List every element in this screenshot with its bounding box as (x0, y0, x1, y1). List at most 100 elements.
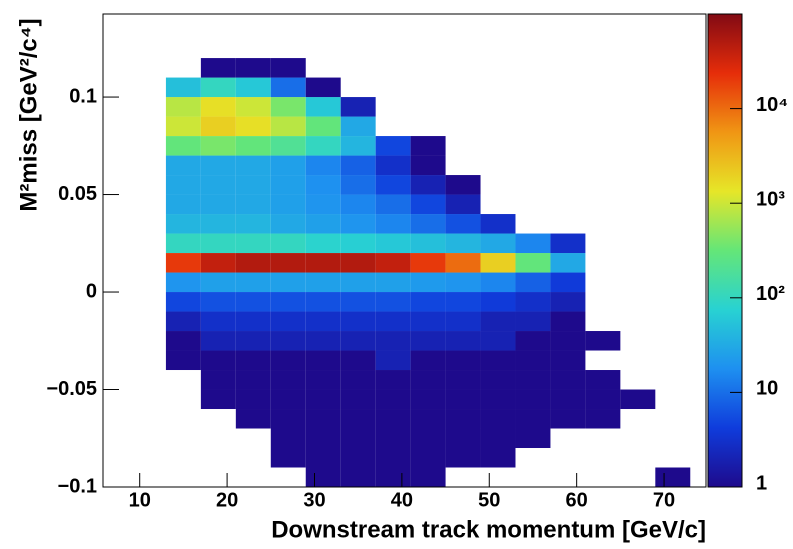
x-axis-title: Downstream track momentum [GeV/c] (271, 516, 706, 543)
heatmap-cell (585, 331, 621, 351)
heatmap-cell (410, 467, 446, 487)
heatmap-cell (340, 214, 376, 234)
heatmap-cell (235, 58, 271, 78)
heatmap-cell (480, 233, 516, 254)
heatmap-cell (515, 331, 551, 351)
heatmap-cell (410, 253, 446, 273)
heatmap-cell (200, 350, 236, 371)
heatmap-cell (550, 331, 586, 351)
heatmap-cell (410, 155, 446, 176)
heatmap-cell (340, 97, 376, 117)
heatmap-cell (410, 214, 446, 234)
heatmap-cell (480, 448, 516, 468)
heatmap-cell (375, 214, 411, 234)
heatmap-cell (550, 292, 586, 312)
heatmap-cell (375, 428, 411, 449)
heatmap-cell (375, 292, 411, 312)
x-tick-label: 70 (653, 489, 675, 511)
heatmap-cell (550, 409, 586, 429)
heatmap-cell (655, 467, 691, 487)
heatmap-cell (235, 272, 271, 293)
x-tick-label: 40 (391, 489, 413, 511)
heatmap-cell (200, 194, 236, 215)
heatmap-cell (270, 253, 306, 273)
heatmap-cell (340, 350, 376, 371)
heatmap-cell (305, 292, 341, 312)
heatmap-cell (515, 350, 551, 371)
heatmap-cell (515, 370, 551, 390)
heatmap-cell (375, 311, 411, 332)
heatmap-cell (375, 194, 411, 215)
heatmap-cell (375, 350, 411, 371)
heatmap-cell (480, 311, 516, 332)
heatmap-cell (340, 331, 376, 351)
heatmap-cell (270, 116, 306, 137)
heatmap-cell (200, 370, 236, 390)
heatmap-cell (445, 194, 481, 215)
x-tick-label: 20 (216, 489, 238, 511)
heatmap-cell (585, 370, 621, 390)
heatmap-cell (235, 370, 271, 390)
heatmap-cell (165, 194, 201, 215)
heatmap-cell (375, 409, 411, 429)
heatmap-cell (445, 331, 481, 351)
x-tick-label: 50 (478, 489, 500, 511)
heatmap-cell (200, 233, 236, 254)
heatmap-cell (480, 350, 516, 371)
heatmap-cell (165, 214, 201, 234)
heatmap-cell (410, 272, 446, 293)
heatmap-cell (410, 350, 446, 371)
heatmap-cell (515, 233, 551, 254)
heatmap-cell (270, 97, 306, 117)
heatmap-cell (305, 155, 341, 176)
heatmap-cell (200, 389, 236, 410)
heatmap-cell (305, 331, 341, 351)
heatmap-cell (515, 292, 551, 312)
heatmap-cell (305, 214, 341, 234)
heatmap-cell (235, 409, 271, 429)
heatmap-cell (305, 253, 341, 273)
heatmap-cell (550, 311, 586, 332)
heatmap-cell (200, 331, 236, 351)
heatmap-cell (270, 58, 306, 78)
heatmap-cell (270, 194, 306, 215)
heatmap-cell (305, 175, 341, 195)
heatmap-cell (270, 428, 306, 449)
heatmap-cell (410, 233, 446, 254)
color-bar-tick-label: 10⁴ (756, 94, 788, 116)
heatmap-cell (305, 448, 341, 468)
heatmap-cell (270, 214, 306, 234)
heatmap-cell (305, 311, 341, 332)
heatmap-cell (270, 331, 306, 351)
heatmap-cell (515, 389, 551, 410)
heatmap-cell (200, 116, 236, 137)
color-bar (708, 14, 742, 487)
color-bar-tick-label: 10³ (756, 188, 785, 210)
heatmap-cell (165, 136, 201, 156)
heatmap-cell (410, 370, 446, 390)
heatmap-cell (375, 175, 411, 195)
heatmap-cell (305, 272, 341, 293)
heatmap-cell (480, 370, 516, 390)
heatmap-cell (480, 292, 516, 312)
heatmap-cell (305, 370, 341, 390)
heatmap-cell (165, 331, 201, 351)
heatmap-cell (340, 311, 376, 332)
heatmap-cell (480, 331, 516, 351)
heatmap-cell (235, 136, 271, 156)
heatmap-cell (200, 292, 236, 312)
heatmap-cell (480, 253, 516, 273)
heatmap-cell (200, 58, 236, 78)
heatmap-cell (305, 194, 341, 215)
heatmap-cell (550, 272, 586, 293)
heatmap-cell (515, 311, 551, 332)
heatmap-cell (445, 292, 481, 312)
heatmap-cell (200, 97, 236, 117)
heatmap-cell (410, 331, 446, 351)
heatmap-cell (340, 370, 376, 390)
heatmap-cell (165, 350, 201, 371)
heatmap-cell (340, 116, 376, 137)
heatmap-cell (585, 389, 621, 410)
heatmap-cell (270, 409, 306, 429)
